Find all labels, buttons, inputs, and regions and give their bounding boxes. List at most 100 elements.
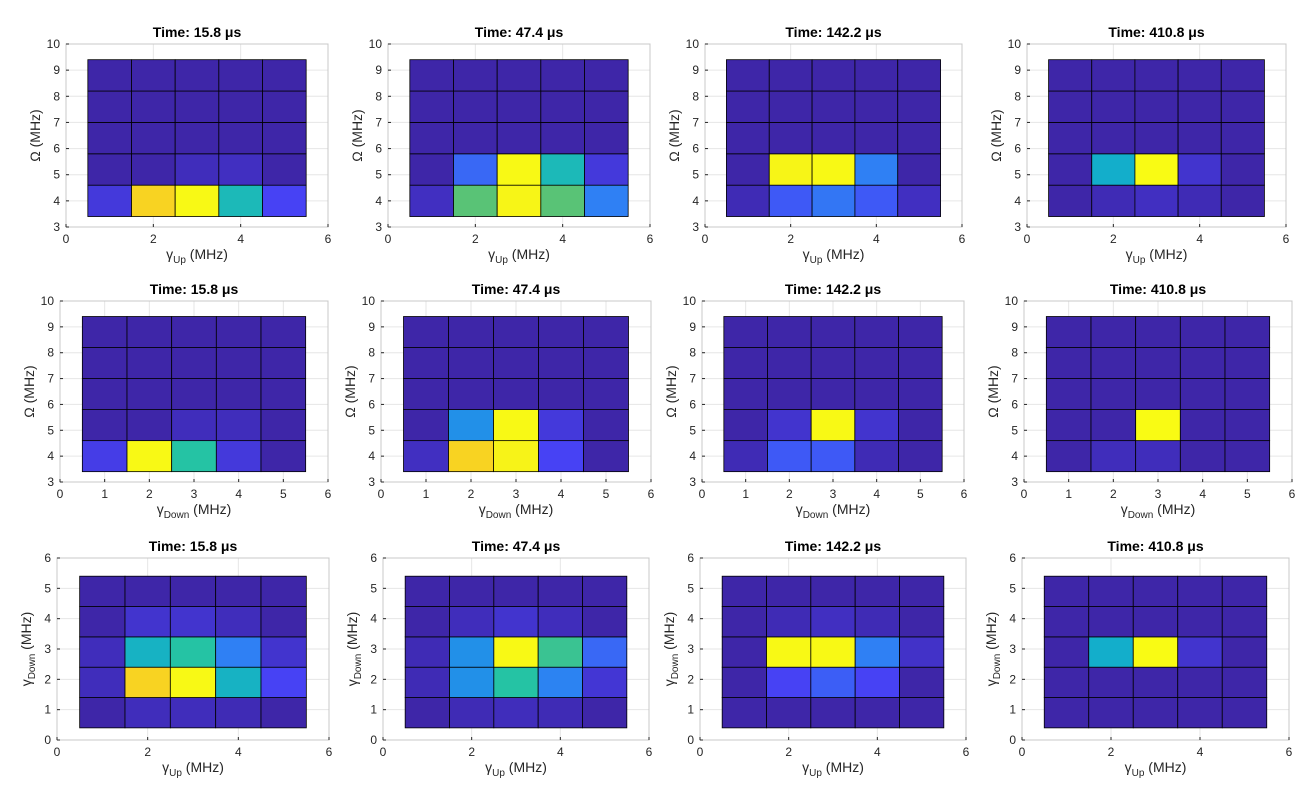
x-tick-label: 4 [237,232,244,246]
y-tick-label: 7 [1014,115,1021,129]
y-tick-label: 7 [689,372,696,386]
heatmap-cell-r4-c2 [1091,90,1136,123]
heatmap-cell-r1-c3 [174,184,220,217]
x-axis-label: γUp (MHz) [166,246,228,266]
heatmap-panel-4: 0 2 4 6 3 4 5 6 7 8 9 10 Time: 410.8 μs γUp (MHz) Ω (M… [988,24,1290,266]
heatmap-cell-r2-c2 [767,409,812,442]
x-tick-label: 6 [959,232,966,246]
x-tick-label: 6 [325,232,332,246]
y-axis-label: Ω (MHz) [666,109,682,161]
heatmap-cell-r5-c3 [493,575,539,607]
panel-title: Time: 15.8 μs [150,281,239,297]
heatmap-cell-r5-c5 [584,59,629,92]
heatmap-cell-r5-c3 [169,575,217,607]
heatmap-cell-r2-c5 [583,409,629,442]
y-tick-label: 3 [689,475,696,489]
heatmap-cell-r4-c5 [899,606,945,638]
axes-box [387,43,651,228]
x-tick-label: 5 [603,487,610,501]
heatmap-cell-r4-c3 [810,606,856,638]
heatmap-cell-r4-c5 [583,347,629,379]
y-tick-label: 8 [1011,346,1018,360]
x-tick-label: 0 [702,232,709,246]
heatmap-cell-r3-c1 [404,636,450,668]
x-tick-label: 4 [557,745,564,759]
heatmap-cell-r2-c4 [854,666,900,698]
panel-title: Time: 47.4 μs [472,281,561,297]
heatmap-cell-r1-c1 [723,440,768,473]
heatmap-cell-r3-c3 [493,636,539,668]
x-tick-label: 4 [1199,487,1206,501]
heatmap-cell-r5-c3 [1135,316,1181,348]
x-tick-label: 4 [1197,745,1204,759]
x-tick-label: 5 [1244,487,1251,501]
heatmap-cell-r1-c2 [124,697,171,729]
heatmap-cell-r5-c5 [582,575,628,607]
x-tick-label: 0 [380,745,387,759]
heatmap-cell-r1-c3 [1134,184,1179,217]
x-tick-label: 3 [191,487,198,501]
heatmap-cell-r4-c2 [126,347,173,379]
y-tick-label: 6 [368,397,375,411]
heatmap-cell-r2-c3 [169,666,217,698]
heatmap-cell-r3-c1 [726,122,770,155]
y-tick-label: 1 [687,703,694,717]
heatmap-panel-3: 0 2 4 6 3 4 5 6 7 8 9 10 Time: 142.2 μs γUp (MHz) Ω (M… [666,24,966,266]
x-tick-label: 2 [144,745,151,759]
heatmap-cell-r4-c4 [1179,347,1226,379]
y-tick-label: 6 [692,142,699,156]
y-tick-label: 5 [692,168,699,182]
heatmap-cell-r2-c2 [768,153,813,186]
y-tick-label: 6 [53,142,60,156]
y-tick-label: 3 [53,220,60,234]
heatmap-cell-r3-c3 [493,378,539,411]
y-tick-label: 5 [1009,581,1016,595]
y-tick-label: 8 [1014,89,1021,103]
heatmap-cell-r4-c1 [726,90,770,123]
x-tick-label: 6 [646,745,653,759]
heatmap-cell-r2-c2 [453,153,498,186]
y-tick-label: 6 [44,551,51,565]
y-tick-label: 4 [1014,194,1021,208]
heatmap-cell-r4-c5 [898,347,943,379]
heatmap-cell-r4-c5 [1221,606,1268,638]
heatmap-cell-r5-c4 [218,59,263,92]
y-tick-label: 6 [370,551,377,565]
heatmap-cell-r1-c4 [854,184,899,217]
heatmap-cell-r5-c4 [1177,575,1223,607]
y-tick-label: 10 [41,294,55,308]
heatmap-cell-r3-c4 [1177,636,1223,668]
y-tick-label: 8 [53,89,60,103]
heatmap-cell-r5-c4 [1177,59,1222,92]
y-tick-label: 8 [689,346,696,360]
heatmap-cell-r1-c3 [493,440,539,473]
heatmap-cell-r2-c1 [404,666,450,698]
y-tick-label: 5 [47,423,54,437]
heatmap-cell-r3-c2 [1090,378,1137,411]
x-tick-label: 6 [1283,232,1290,246]
heatmap-cell-r1-c4 [215,697,262,729]
heatmap-cell-r3-c5 [1220,122,1265,155]
heatmap-cell-r1-c4 [538,440,584,473]
heatmap-cell-r2-c2 [448,409,494,442]
heatmap-cell-r5-c1 [81,316,128,348]
heatmap-cell-r1-c5 [1220,184,1265,217]
x-tick-label: 0 [1024,232,1031,246]
heatmap-cell-r3-c5 [1221,636,1268,668]
y-tick-label: 7 [692,115,699,129]
heatmap-cell-r5-c5 [1220,59,1265,92]
y-axis-label: Ω (MHz) [342,365,358,417]
heatmap-cell-r3-c2 [124,636,171,668]
heatmap-cell-r3-c3 [810,378,856,411]
x-tick-label: 6 [326,745,333,759]
heatmap-cell-r1-c5 [898,440,943,473]
heatmap-cell-r1-c1 [1043,697,1090,729]
y-tick-label: 0 [44,733,51,747]
heatmap-cell-r1-c5 [260,697,307,729]
heatmap-panel-2: 0 2 4 6 3 4 5 6 7 8 9 10 Time: 47.4 μs γUp (MHz) Ω (MH… [349,24,654,266]
heatmap-cell-r2-c4 [540,153,585,186]
heatmap-cell-r2-c1 [79,666,126,698]
heatmap-cell-r2-c3 [1132,666,1179,698]
heatmap-cell-r4-c4 [1177,606,1223,638]
heatmap-cell-r1-c2 [448,440,494,473]
